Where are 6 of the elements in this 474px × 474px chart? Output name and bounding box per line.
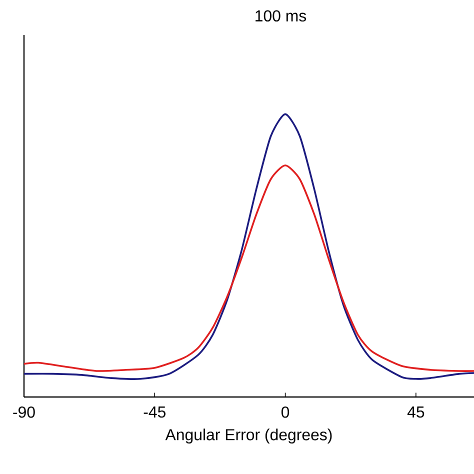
x-tick-label: 0 (281, 406, 290, 418)
chart-title: 100 ms (256, 10, 306, 22)
x-axis-title: Angular Error (degrees) (165, 428, 332, 444)
x-tick-label: -45 (144, 406, 166, 418)
x-tick-label: 45 (407, 406, 424, 418)
x-tick-label: -90 (13, 406, 35, 418)
